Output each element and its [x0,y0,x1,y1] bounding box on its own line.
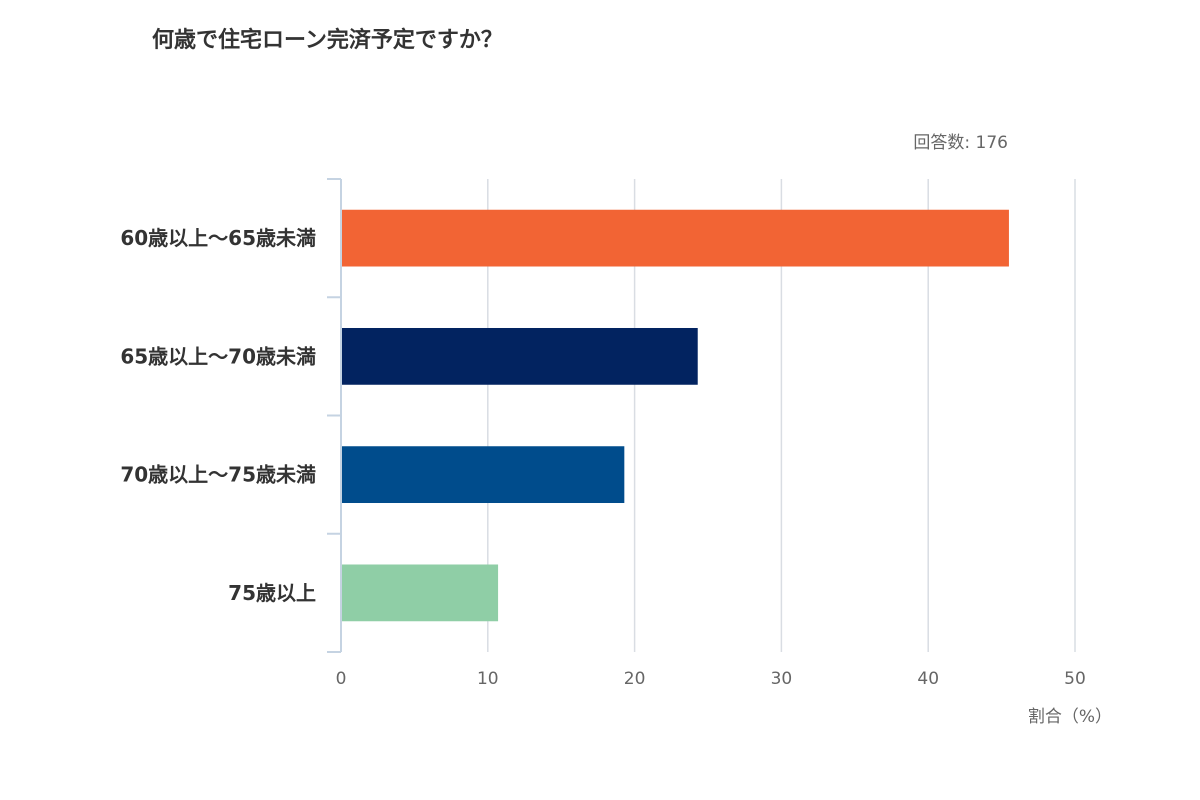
chart-title: 何歳で住宅ローン完済予定ですか？ [152,28,503,53]
category-label: 75歳以上 [228,581,316,605]
bars [341,209,1009,622]
category-labels: 60歳以上～65歳未満 65歳以上～70歳未満 70歳以上～75歳未満 75歳以上 [120,226,316,605]
respondent-count-label: 回答数 [913,133,965,153]
x-tick-label: 40 [917,669,939,689]
bar [341,327,698,385]
bar [341,446,625,504]
x-axis-title: 割合（%） [1028,707,1112,727]
x-tick-label: 50 [1064,669,1086,689]
respondent-count-value: 176 [975,133,1008,153]
respondent-count-separator: : [964,133,976,153]
bar [341,564,499,622]
respondent-count: 回答数: 176 [913,128,1008,153]
category-axis [327,178,342,653]
category-label: 70歳以上～75歳未満 [120,463,316,487]
x-tick-label: 10 [477,669,499,689]
x-tick-label: 20 [624,669,646,689]
category-label: 65歳以上～70歳未満 [120,344,316,368]
bar [341,209,1009,267]
category-label: 60歳以上～65歳未満 [120,226,316,250]
x-tick-label: 0 [336,669,347,689]
x-tick-label: 30 [771,669,793,689]
value-tick-labels: 0 10 20 30 40 50 [336,669,1086,689]
